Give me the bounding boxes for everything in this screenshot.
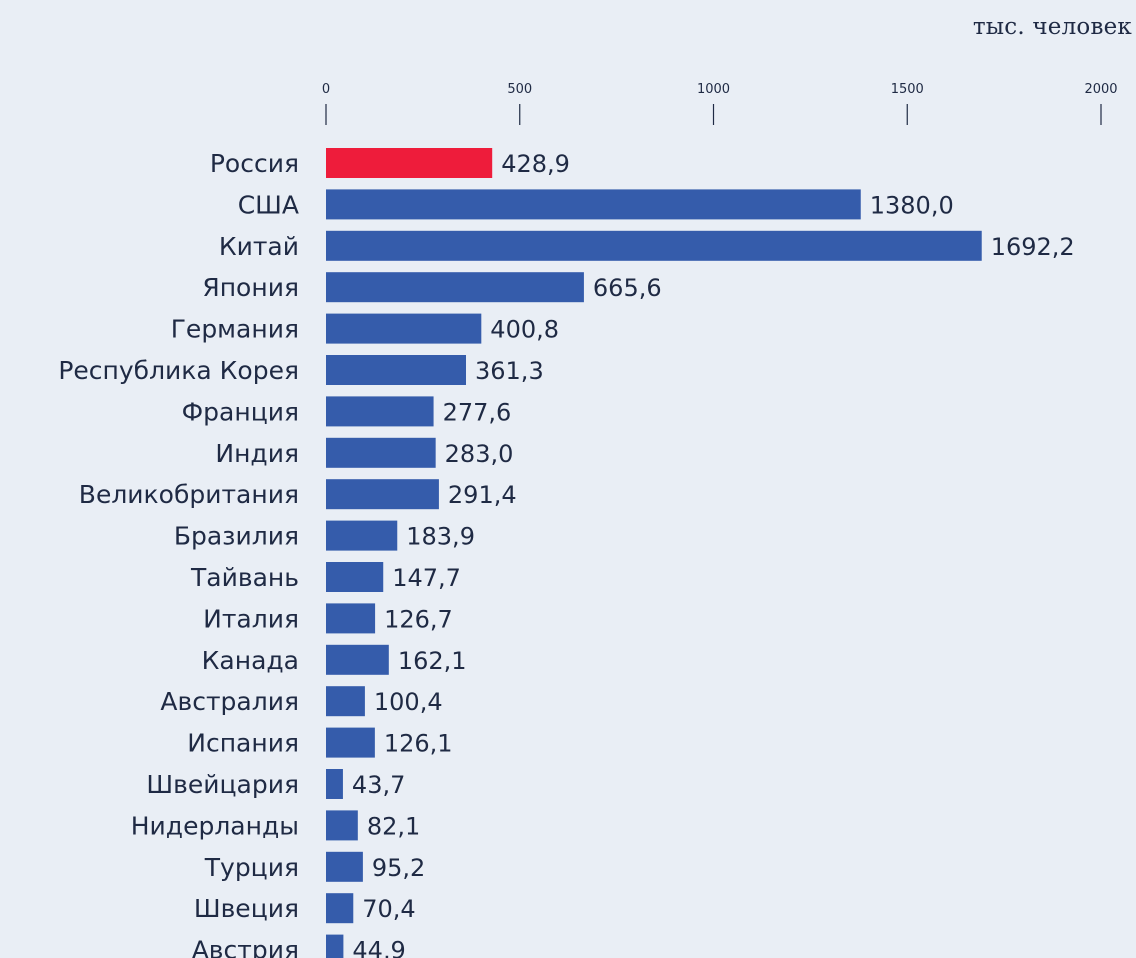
x-tick-label: 1000	[697, 82, 730, 97]
value-label: 428,9	[501, 150, 570, 178]
value-label: 95,2	[372, 854, 425, 882]
value-label: 44,9	[352, 937, 405, 958]
category-label: Канада	[202, 646, 299, 675]
category-label: Германия	[171, 315, 299, 344]
bar	[326, 230, 982, 261]
value-label: 183,9	[406, 523, 475, 551]
bar	[326, 272, 584, 303]
bar	[326, 851, 363, 882]
category-label: Республика Корея	[58, 356, 299, 385]
category-label: Швейцария	[146, 770, 299, 799]
value-label: 291,4	[448, 481, 517, 509]
value-label: 283,0	[445, 440, 514, 468]
bar	[326, 934, 344, 958]
category-label: Испания	[187, 729, 299, 758]
category-label: Бразилия	[174, 522, 299, 551]
category-label: Италия	[203, 604, 299, 633]
category-label: Турция	[204, 853, 299, 882]
category-label: Австралия	[160, 687, 299, 716]
bars	[326, 148, 982, 958]
value-label: 43,7	[352, 771, 405, 799]
bar	[326, 727, 375, 758]
value-label: 126,1	[384, 730, 453, 758]
x-axis: 0 500 1000 1500 2000	[322, 82, 1118, 125]
bar	[326, 479, 439, 510]
bar	[326, 603, 376, 634]
value-label: 82,1	[367, 812, 420, 840]
unit-label: тыс. человек	[972, 14, 1132, 40]
value-label: 400,8	[490, 316, 559, 344]
category-label: Великобритания	[79, 480, 299, 509]
category-label: США	[238, 190, 299, 219]
bar	[326, 313, 482, 344]
value-label: 1692,2	[991, 233, 1075, 261]
category-labels: Россия США Китай Япония Германия Республика К…	[58, 149, 299, 958]
bar	[326, 769, 343, 799]
category-label: Австрия	[192, 936, 299, 958]
x-tick-label: 1500	[891, 82, 924, 97]
category-label: Нидерланды	[131, 811, 299, 840]
value-label: 126,7	[384, 605, 453, 633]
bar	[326, 562, 384, 592]
value-label: 1380,0	[870, 191, 954, 219]
value-label: 665,6	[593, 274, 662, 302]
x-tick-label: 0	[322, 82, 330, 97]
category-label: Индия	[215, 439, 299, 468]
value-label: 162,1	[398, 647, 467, 675]
category-label: Китай	[219, 232, 299, 261]
value-label: 147,7	[392, 564, 461, 592]
category-label: Тайвань	[190, 563, 299, 592]
category-label: Швеция	[194, 894, 299, 923]
bar	[326, 189, 861, 220]
category-label: Япония	[202, 273, 299, 302]
value-label: 277,6	[443, 398, 512, 426]
bar	[326, 810, 358, 841]
bar	[326, 355, 467, 385]
value-labels: 428,9 1380,0 1692,2 665,6 400,8 361,3 277,6 283…	[352, 150, 1075, 958]
bar	[326, 148, 493, 178]
value-label: 361,3	[475, 357, 544, 385]
value-label: 70,4	[362, 895, 415, 923]
bar	[326, 437, 436, 468]
bar	[326, 644, 389, 675]
value-label: 100,4	[374, 688, 443, 716]
bar	[326, 893, 354, 924]
x-tick-label: 2000	[1084, 82, 1117, 97]
bar	[326, 686, 365, 717]
bar	[326, 520, 398, 551]
category-label: Франция	[182, 397, 299, 426]
x-tick-label: 500	[507, 82, 532, 97]
category-label: Россия	[210, 149, 299, 178]
bar	[326, 396, 434, 427]
